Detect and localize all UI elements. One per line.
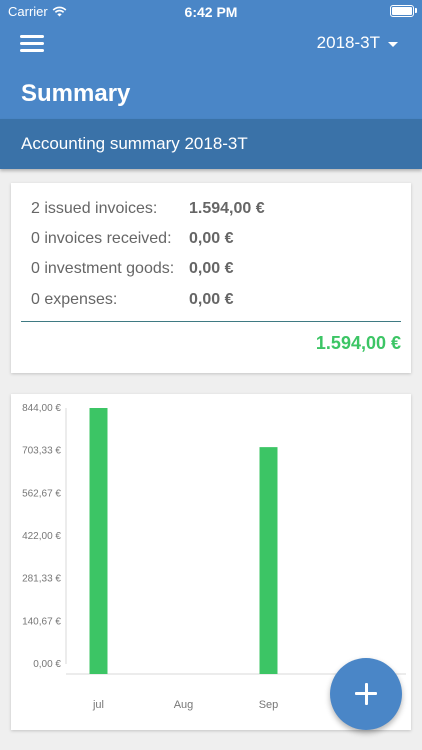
summary-row-value: 0,00 €	[189, 260, 234, 277]
y-tick-label: 844,00 €	[22, 403, 61, 414]
summary-row-value: 0,00 €	[189, 291, 234, 308]
summary-row-value: 1.594,00 €	[189, 200, 265, 217]
summary-row-label: 0 investment goods:	[31, 260, 175, 277]
carrier-info: Carrier	[8, 4, 67, 19]
carrier-label: Carrier	[8, 4, 48, 19]
y-tick-label: 0,00 €	[33, 659, 61, 670]
summary-row-value: 0,00 €	[189, 230, 234, 247]
caret-down-icon	[388, 41, 398, 47]
add-button[interactable]	[330, 658, 402, 730]
app-header: Carrier 6:42 PM 2018-3T Summary	[0, 0, 422, 119]
period-selector[interactable]: 2018-3T	[317, 33, 398, 53]
chart-bar-jul	[89, 408, 108, 674]
battery-icon	[390, 5, 414, 17]
status-bar: Carrier 6:42 PM	[0, 0, 422, 24]
x-tick-label: Aug	[174, 699, 194, 711]
page-title: Summary	[21, 80, 131, 107]
status-time: 6:42 PM	[184, 4, 238, 20]
chart-bar-sep	[259, 447, 278, 674]
summary-subheader: Accounting summary 2018-3T	[0, 119, 422, 169]
summary-row-label: 2 issued invoices:	[31, 200, 158, 217]
y-tick-label: 422,00 €	[22, 531, 61, 542]
y-tick-label: 703,33 €	[22, 446, 61, 457]
summary-card: 2 issued invoices: 1.594,00 € 0 invoices…	[11, 183, 411, 373]
summary-row-label: 0 expenses:	[31, 291, 118, 308]
plus-icon-stroke	[364, 683, 368, 705]
wifi-icon	[52, 6, 67, 17]
x-tick-label: Sep	[259, 699, 279, 711]
hamburger-menu-icon[interactable]	[20, 34, 44, 54]
y-tick-label: 562,67 €	[22, 488, 61, 499]
y-tick-label: 281,33 €	[22, 574, 61, 585]
summary-total: 1.594,00 €	[315, 333, 401, 353]
period-label: 2018-3T	[316, 33, 380, 52]
summary-divider	[21, 321, 401, 322]
battery-tip	[415, 8, 417, 13]
y-tick-label: 140,67 €	[22, 616, 61, 627]
x-tick-label: jul	[92, 699, 104, 711]
summary-row-label: 0 invoices received:	[31, 230, 172, 247]
